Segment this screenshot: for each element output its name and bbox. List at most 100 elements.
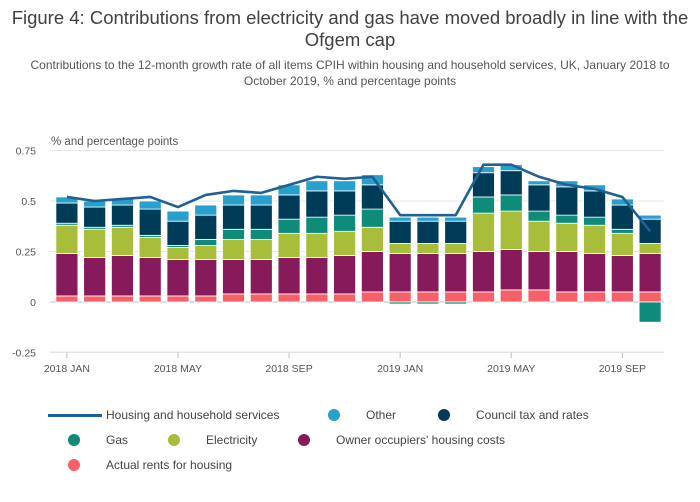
bar-segment xyxy=(416,243,440,254)
bar-segment xyxy=(583,190,606,218)
y-tick-label: 0.25 xyxy=(16,247,37,259)
bar-segment xyxy=(333,255,357,295)
bar-segment xyxy=(499,289,523,303)
bar-segment xyxy=(194,245,218,260)
bar-segment xyxy=(333,214,357,232)
bar-segment xyxy=(194,214,218,240)
y-tick-label: 0 xyxy=(30,297,36,309)
bar-segment xyxy=(166,220,190,246)
bar-segment xyxy=(610,232,634,256)
bar-segment xyxy=(83,257,107,297)
bar-segment xyxy=(305,216,329,234)
chart-title: Figure 4: Contributions from electricity… xyxy=(11,7,689,50)
bar-segment xyxy=(249,259,273,295)
bar-segment xyxy=(222,228,245,240)
x-tick-label: 2018 MAY xyxy=(154,363,202,375)
bar-segment xyxy=(583,216,606,226)
bar-segment xyxy=(555,251,579,293)
bar-segment xyxy=(444,220,468,244)
bar-segment xyxy=(277,232,301,258)
bar-segment xyxy=(222,293,245,303)
bar-segment xyxy=(555,214,579,224)
bar-segment xyxy=(499,210,523,250)
y-unit-label: % and percentage points xyxy=(51,136,179,148)
bar-segment xyxy=(222,259,245,295)
bar-segment xyxy=(360,208,384,228)
bar-segment xyxy=(360,174,384,186)
bar-segment xyxy=(555,222,579,252)
bar-segment xyxy=(499,170,523,196)
bar-segment xyxy=(166,210,190,222)
bar-segment xyxy=(638,301,662,323)
bar-segment xyxy=(166,295,190,303)
bar-segment xyxy=(360,291,384,303)
x-tick-label: 2019 MAY xyxy=(487,363,535,375)
bar-segment xyxy=(55,253,79,297)
bar-segment xyxy=(305,257,329,295)
bar-segment xyxy=(610,204,634,230)
bar-segment xyxy=(333,230,357,256)
bar-segment xyxy=(249,194,273,206)
bar-segment xyxy=(499,194,523,212)
x-tick-label: 2019 SEP xyxy=(599,363,646,375)
housing-services-line xyxy=(66,163,652,233)
bar-segment xyxy=(444,243,468,254)
bar-segment xyxy=(388,301,412,305)
x-tick-label: 2018 JAN xyxy=(44,363,90,375)
bar-segment xyxy=(610,228,634,234)
bar-segment xyxy=(55,295,79,303)
bar-segment xyxy=(138,257,162,297)
bar-segment xyxy=(138,200,162,210)
bar-segment xyxy=(249,238,273,260)
bar-segment xyxy=(638,243,662,254)
bar-segment xyxy=(583,224,606,254)
bar-segment xyxy=(360,226,384,252)
bar-segment xyxy=(416,216,440,222)
bar-segment xyxy=(55,202,79,224)
bar-segment xyxy=(333,293,357,303)
bar-segment xyxy=(166,259,190,297)
bar-segment xyxy=(638,291,662,303)
bar-segment xyxy=(472,212,495,252)
bar-segment xyxy=(194,204,218,216)
bar-segment xyxy=(249,228,273,240)
bar-segment xyxy=(416,253,440,293)
bar-segment xyxy=(416,220,440,244)
bar-segment xyxy=(83,228,107,258)
bar-segment xyxy=(610,291,634,303)
bar-segment xyxy=(388,216,412,222)
bar-segment xyxy=(111,255,134,297)
y-tick-label: -0.25 xyxy=(12,348,36,360)
bar-segment xyxy=(305,180,329,192)
bar-segment xyxy=(194,295,218,303)
bar-segment xyxy=(166,247,190,260)
bar-segment xyxy=(555,291,579,303)
bar-segment xyxy=(305,232,329,258)
bar-segment xyxy=(388,291,412,303)
bar-segment xyxy=(444,301,468,305)
bar-segment xyxy=(333,180,357,192)
bar-segment xyxy=(249,293,273,303)
bar-segment xyxy=(249,204,273,230)
bar-segment xyxy=(638,214,662,220)
bar-segment xyxy=(138,208,162,236)
bar-segment xyxy=(194,238,218,246)
chart-subtitle: Contributions to the 12-month growth rat… xyxy=(30,58,670,88)
bar-segment xyxy=(527,289,551,303)
bar-segment xyxy=(638,253,662,293)
bar-segment xyxy=(527,210,551,222)
bar-segment xyxy=(194,259,218,297)
bar-segment xyxy=(610,198,634,206)
bar-segment xyxy=(527,180,551,186)
bar-segment xyxy=(83,206,107,228)
bar-segment xyxy=(111,295,134,303)
bar-segment xyxy=(610,255,634,293)
bar-segment xyxy=(277,257,301,295)
bar-segment xyxy=(416,291,440,303)
x-tick-label: 2019 JAN xyxy=(377,363,423,375)
bar-segment xyxy=(305,190,329,218)
bar-segment xyxy=(583,291,606,303)
bar-segment xyxy=(388,253,412,293)
bar-segment xyxy=(333,190,357,216)
